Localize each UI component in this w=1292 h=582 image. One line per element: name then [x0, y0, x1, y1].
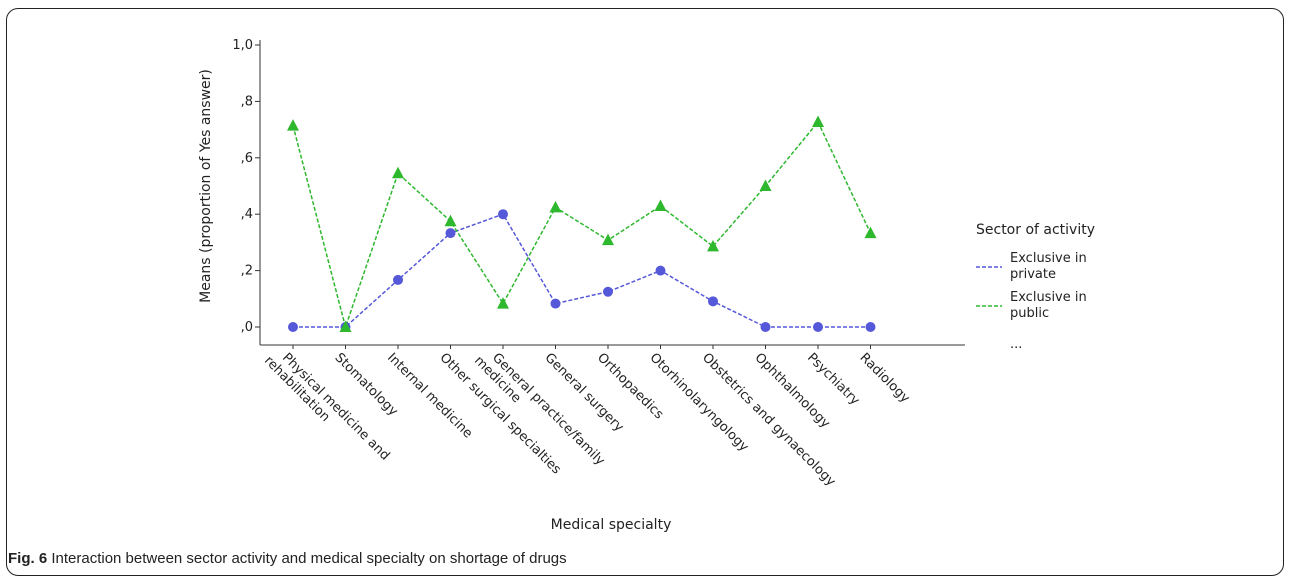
- legend-more: ...: [1010, 337, 1022, 352]
- series-lines: [292, 120, 872, 330]
- data-point: [759, 179, 772, 191]
- data-point: [550, 298, 561, 309]
- data-point: [654, 199, 667, 212]
- data-point: [603, 286, 613, 297]
- series-markers: [287, 115, 877, 332]
- data-point: [498, 209, 508, 220]
- data-point: [655, 265, 666, 276]
- data-point: [497, 297, 509, 309]
- data-point: [864, 226, 877, 239]
- data-point: [393, 274, 403, 285]
- figure-caption: Fig. 6 Interaction between sector activi…: [8, 550, 567, 567]
- legend-label: Exclusive in: [1010, 290, 1087, 305]
- x-tick-label-line: Otorhinolaryngology: [647, 350, 752, 455]
- legend-title: Sector of activity: [976, 222, 1095, 238]
- data-point: [813, 322, 823, 332]
- series-line-1: [292, 120, 872, 330]
- data-point: [602, 233, 614, 246]
- figure-frame: [6, 8, 1284, 576]
- x-tick-labels: Physical medicine andrehabilitationStoma…: [261, 350, 913, 489]
- y-tick-label: ,6: [241, 151, 253, 166]
- y-tick-label: 1,0: [232, 38, 253, 53]
- x-axis-title: Medical specialty: [551, 517, 672, 533]
- legend-label: public: [1010, 306, 1049, 321]
- x-tick-label-line: Radiology: [857, 350, 913, 406]
- data-point: [707, 239, 719, 252]
- x-tick-label: Radiology: [857, 350, 913, 406]
- y-tick-labels: 1,0 ,8 ,6 ,4 ,2 ,0: [232, 38, 253, 335]
- series-line-0: [293, 213, 871, 328]
- data-point: [287, 119, 299, 131]
- data-point: [444, 214, 457, 227]
- y-tick-label: ,0: [241, 320, 253, 335]
- x-tick-label-line: Physical medicine and: [279, 350, 392, 463]
- data-point: [760, 322, 771, 332]
- data-point: [865, 322, 876, 332]
- x-tick-label: Otorhinolaryngology: [647, 350, 752, 455]
- caption-text: Interaction between sector activity and …: [51, 550, 567, 567]
- data-point: [392, 166, 404, 179]
- data-point: [812, 115, 824, 127]
- data-point: [708, 296, 718, 307]
- data-point: [339, 320, 352, 332]
- caption-label: Fig. 6: [8, 550, 48, 567]
- legend-label: Exclusive in: [1010, 251, 1087, 266]
- data-point: [445, 228, 456, 239]
- chart-axes: [255, 40, 965, 349]
- y-tick-label: ,4: [241, 207, 253, 222]
- y-axis-title: Means (proportion of Yes answer): [198, 69, 214, 303]
- data-point: [288, 322, 298, 332]
- line-chart: 1,0 ,8 ,6 ,4 ,2 ,0 Physical medicine andrehab…: [198, 38, 1095, 533]
- y-tick-label: ,2: [241, 264, 253, 279]
- legend-label: private: [1010, 267, 1056, 282]
- y-tick-label: ,8: [241, 94, 253, 109]
- data-point: [549, 200, 562, 213]
